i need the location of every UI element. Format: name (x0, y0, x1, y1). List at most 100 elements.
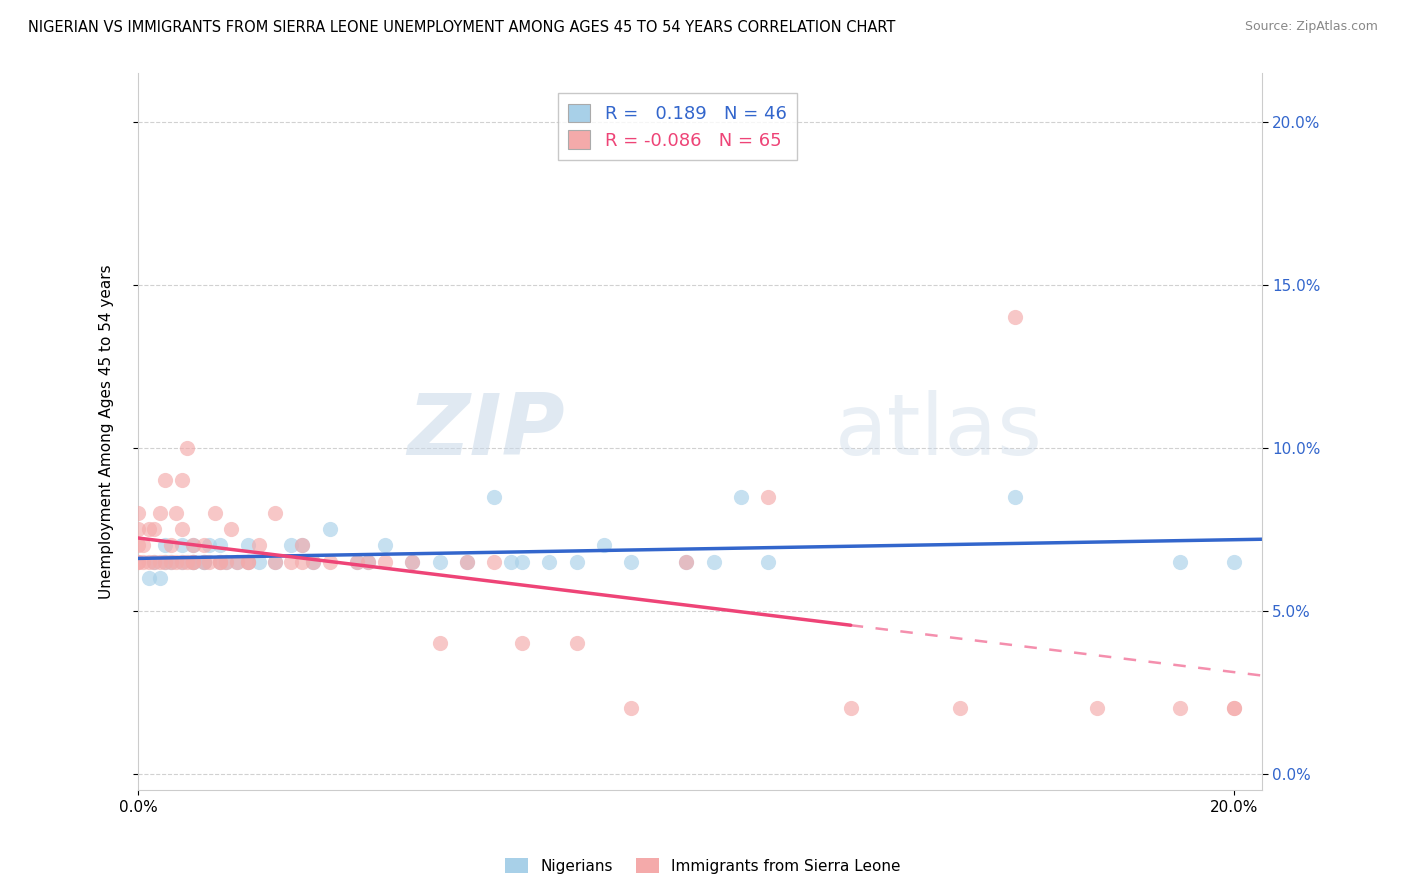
Point (1087, 701, 1109, 715)
Point (155, 538, 177, 552)
Point (1004, 490, 1026, 504)
Point (127, 506, 149, 520)
Point (143, 522, 166, 536)
Text: NIGERIAN VS IMMIGRANTS FROM SIERRA LEONE UNEMPLOYMENT AMONG AGES 45 TO 54 YEARS : NIGERIAN VS IMMIGRANTS FROM SIERRA LEONE… (28, 20, 896, 35)
Legend: Nigerians, Immigrants from Sierra Leone: Nigerians, Immigrants from Sierra Leone (499, 852, 907, 880)
Point (155, 555, 177, 569)
Point (357, 555, 380, 569)
Point (1223, 701, 1246, 715)
Legend: R =   0.189   N = 46, R = -0.086   N = 65: R = 0.189 N = 46, R = -0.086 N = 65 (558, 93, 797, 161)
Point (1223, 555, 1246, 569)
Point (132, 538, 155, 552)
Point (319, 522, 342, 536)
Point (170, 473, 193, 487)
Point (138, 571, 160, 585)
Text: ZIP: ZIP (408, 390, 565, 473)
Point (565, 555, 588, 569)
Point (198, 555, 221, 569)
Point (538, 555, 561, 569)
Point (176, 555, 198, 569)
Point (132, 555, 155, 569)
Point (302, 555, 325, 569)
Point (499, 555, 522, 569)
Point (170, 555, 193, 569)
Point (181, 555, 204, 569)
Point (374, 555, 396, 569)
Point (215, 555, 238, 569)
Point (193, 555, 215, 569)
Point (225, 555, 247, 569)
Point (758, 555, 780, 569)
Point (401, 555, 423, 569)
Point (165, 506, 187, 520)
Point (357, 555, 380, 569)
Point (181, 555, 204, 569)
Y-axis label: Unemployment Among Ages 45 to 54 years: Unemployment Among Ages 45 to 54 years (100, 264, 114, 599)
Point (346, 555, 368, 569)
Point (1168, 701, 1191, 715)
Point (401, 555, 423, 569)
Point (236, 555, 259, 569)
Point (429, 555, 451, 569)
Point (236, 555, 259, 569)
Point (149, 555, 172, 569)
Point (209, 555, 232, 569)
Point (291, 538, 314, 552)
Point (181, 538, 204, 552)
Text: Source: ZipAtlas.com: Source: ZipAtlas.com (1244, 20, 1378, 33)
Point (429, 636, 451, 650)
Point (1223, 701, 1246, 715)
Point (143, 555, 166, 569)
Text: atlas: atlas (835, 390, 1043, 473)
Point (198, 538, 221, 552)
Point (484, 490, 506, 504)
Point (160, 538, 183, 552)
Point (209, 555, 232, 569)
Point (730, 490, 752, 504)
Point (143, 555, 166, 569)
Point (193, 555, 215, 569)
Point (758, 490, 780, 504)
Point (291, 555, 314, 569)
Point (510, 636, 533, 650)
Point (225, 555, 247, 569)
Point (1168, 555, 1191, 569)
Point (165, 555, 187, 569)
Point (160, 555, 183, 569)
Point (209, 538, 232, 552)
Point (484, 555, 506, 569)
Point (127, 538, 149, 552)
Point (176, 441, 198, 455)
Point (675, 555, 697, 569)
Point (193, 538, 215, 552)
Point (620, 701, 643, 715)
Point (374, 538, 396, 552)
Point (181, 555, 204, 569)
Point (215, 555, 238, 569)
Point (170, 522, 193, 536)
Point (155, 473, 177, 487)
Point (204, 506, 226, 520)
Point (193, 555, 215, 569)
Point (236, 555, 259, 569)
Point (456, 555, 478, 569)
Point (620, 555, 643, 569)
Point (302, 555, 325, 569)
Point (264, 506, 287, 520)
Point (181, 555, 204, 569)
Point (149, 571, 172, 585)
Point (138, 555, 160, 569)
Point (127, 555, 149, 569)
Point (565, 636, 588, 650)
Point (319, 555, 342, 569)
Point (510, 555, 533, 569)
Point (219, 522, 242, 536)
Point (138, 522, 160, 536)
Point (280, 538, 302, 552)
Point (456, 555, 478, 569)
Point (346, 555, 368, 569)
Point (236, 538, 259, 552)
Point (127, 522, 149, 536)
Point (170, 555, 193, 569)
Point (703, 555, 725, 569)
